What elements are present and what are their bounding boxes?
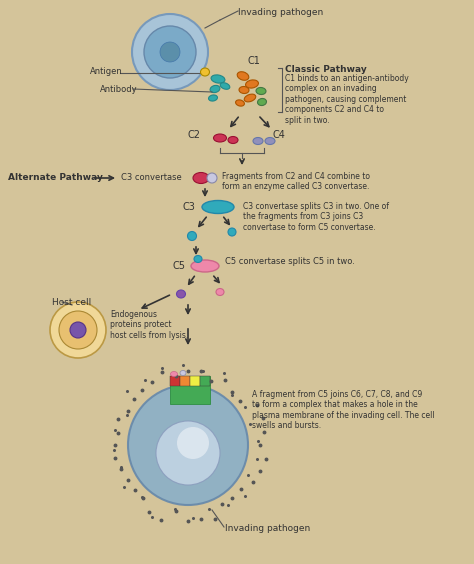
Bar: [190, 376, 200, 386]
Ellipse shape: [194, 255, 202, 262]
Ellipse shape: [176, 290, 185, 298]
Circle shape: [177, 427, 209, 459]
Bar: [200, 376, 210, 386]
Ellipse shape: [244, 94, 256, 102]
Text: C1 binds to an antigen-antibody
complex on an invading
pathogen, causing complem: C1 binds to an antigen-antibody complex …: [285, 74, 409, 125]
Circle shape: [156, 421, 220, 485]
Ellipse shape: [236, 100, 245, 106]
Ellipse shape: [210, 85, 220, 92]
Ellipse shape: [188, 231, 197, 240]
Text: Alternate Pathway: Alternate Pathway: [8, 174, 103, 183]
Text: C4: C4: [273, 130, 286, 140]
Text: Antibody: Antibody: [100, 85, 137, 94]
Circle shape: [132, 14, 208, 90]
Text: C3 convertase: C3 convertase: [121, 174, 182, 183]
Ellipse shape: [237, 72, 249, 80]
Ellipse shape: [253, 138, 263, 144]
Circle shape: [59, 311, 97, 349]
Ellipse shape: [191, 260, 219, 272]
Text: Invading pathogen: Invading pathogen: [238, 8, 323, 17]
Ellipse shape: [265, 138, 275, 144]
Text: A fragment from C5 joins C6, C7, C8, and C9
to form a complex that makes a hole : A fragment from C5 joins C6, C7, C8, and…: [252, 390, 435, 430]
Circle shape: [144, 26, 196, 78]
Ellipse shape: [202, 200, 234, 214]
Ellipse shape: [193, 173, 209, 183]
Text: Endogenous
proteins protect
host cells from lysis.: Endogenous proteins protect host cells f…: [110, 310, 188, 340]
Text: Host cell: Host cell: [52, 298, 91, 307]
Circle shape: [50, 302, 106, 358]
Text: C2: C2: [188, 130, 201, 140]
Ellipse shape: [207, 173, 217, 183]
Circle shape: [128, 385, 248, 505]
Bar: [180, 376, 190, 386]
Ellipse shape: [228, 136, 238, 143]
Bar: [170, 376, 180, 386]
Text: Classic Pathway: Classic Pathway: [285, 65, 367, 74]
Ellipse shape: [228, 228, 236, 236]
Ellipse shape: [180, 371, 186, 376]
Bar: [170, 376, 210, 404]
Text: Fragments from C2 and C4 combine to
form an enzyme called C3 convertase.: Fragments from C2 and C4 combine to form…: [222, 172, 370, 191]
Ellipse shape: [256, 87, 266, 95]
Text: C3 convertase splits C3 in two. One of
the fragments from C3 joins C3
convertase: C3 convertase splits C3 in two. One of t…: [243, 202, 389, 232]
Ellipse shape: [246, 80, 258, 88]
Ellipse shape: [220, 83, 230, 89]
Ellipse shape: [213, 134, 227, 142]
Circle shape: [70, 322, 86, 338]
Ellipse shape: [257, 99, 266, 105]
Text: C1: C1: [248, 56, 261, 66]
Ellipse shape: [209, 95, 218, 101]
Ellipse shape: [239, 86, 249, 94]
Text: C5 convertase splits C5 in two.: C5 convertase splits C5 in two.: [225, 257, 355, 266]
Ellipse shape: [211, 75, 225, 83]
Ellipse shape: [201, 68, 210, 76]
Text: C5: C5: [173, 261, 186, 271]
Text: Antigen: Antigen: [90, 68, 123, 77]
Ellipse shape: [171, 372, 177, 377]
Text: Invading pathogen: Invading pathogen: [225, 524, 310, 533]
Ellipse shape: [216, 289, 224, 296]
Text: C3: C3: [183, 202, 196, 212]
Circle shape: [160, 42, 180, 62]
